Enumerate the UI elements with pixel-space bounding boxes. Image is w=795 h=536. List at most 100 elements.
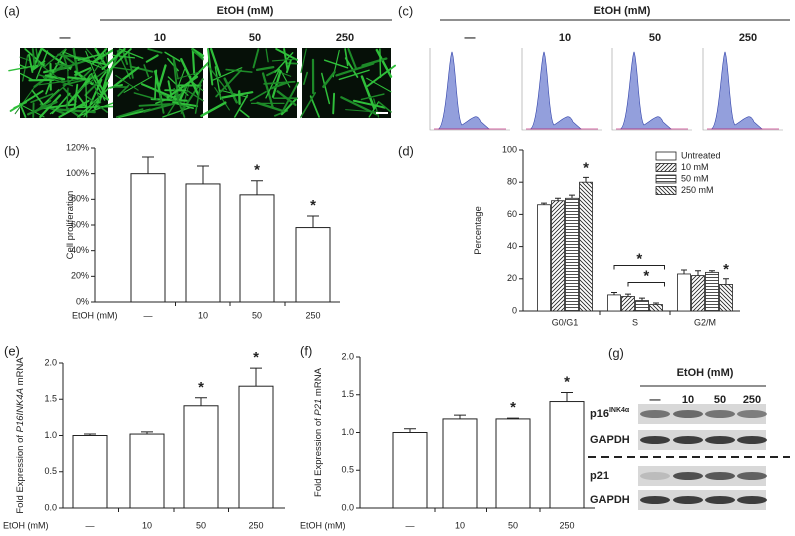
blot-band <box>640 410 670 418</box>
cell <box>344 57 359 78</box>
y-axis-label: Fold Expression of P21 mRNA <box>313 367 324 497</box>
bar <box>295 227 331 303</box>
y-tick-label: 1.5 <box>44 394 57 404</box>
error-bar <box>639 297 645 301</box>
error-bar <box>195 397 207 406</box>
cell <box>73 83 79 111</box>
cell <box>263 80 296 85</box>
cell <box>28 53 34 73</box>
y-tick-label: 0% <box>76 296 89 306</box>
y-axis-label-part: Fold Expression of <box>313 416 324 497</box>
error-bar <box>569 194 575 199</box>
cell <box>77 69 107 93</box>
cell <box>115 108 144 118</box>
histogram-frame <box>702 48 783 131</box>
error-bar <box>541 202 547 205</box>
cell <box>123 76 153 93</box>
cell <box>154 69 158 100</box>
panel-label: (d) <box>398 143 414 158</box>
legend-swatch <box>655 163 677 172</box>
cell <box>219 89 248 98</box>
bar <box>565 197 579 312</box>
y-axis-label-part: Percentage <box>473 206 484 255</box>
cell <box>66 87 69 112</box>
x-tick-label: — <box>144 310 153 320</box>
legend-swatch <box>655 151 677 161</box>
histogram-frame <box>521 48 602 131</box>
significance-mark: * <box>643 267 649 284</box>
cell <box>252 48 260 69</box>
y-tick-label: 0.5 <box>44 466 57 476</box>
column-label: 50 <box>649 32 661 44</box>
blot-band <box>705 410 735 418</box>
cell <box>375 48 393 78</box>
cell <box>366 77 392 93</box>
cell <box>360 93 385 101</box>
blot-row-name: GAPDH <box>590 434 630 446</box>
cell <box>77 105 118 109</box>
error-bar <box>709 270 715 273</box>
cell <box>303 71 309 86</box>
bar <box>392 432 428 509</box>
cell <box>274 69 292 77</box>
cell <box>63 55 78 67</box>
blot-row-name: GAPDH <box>590 494 630 506</box>
cell <box>81 68 93 80</box>
column-label: 10 <box>559 32 571 44</box>
cell <box>147 48 163 54</box>
cell <box>322 70 336 88</box>
blot-band <box>705 472 735 480</box>
y-tick-label: 80 <box>507 177 517 187</box>
cell <box>19 103 45 118</box>
cell <box>43 48 67 68</box>
cell <box>31 89 45 106</box>
cell <box>285 62 298 65</box>
cell <box>379 48 382 79</box>
x-tick-label: — <box>86 520 95 530</box>
column-label: 50 <box>249 32 261 44</box>
cell <box>31 48 36 66</box>
cell <box>166 75 199 99</box>
error-bar <box>250 367 262 387</box>
cell <box>92 81 102 104</box>
bar <box>239 194 275 303</box>
y-tick-label: 2.0 <box>44 357 57 367</box>
bar <box>130 173 166 303</box>
x-tick-label: 50 <box>196 520 206 530</box>
error-bar <box>583 176 589 183</box>
y-axis-label-part: mRNA <box>15 357 26 388</box>
error-bar <box>404 428 416 433</box>
bar <box>635 300 649 312</box>
y-tick-label: 20% <box>71 271 89 281</box>
panel-label: (b) <box>4 143 20 158</box>
significance-bracket <box>613 264 665 270</box>
bar <box>551 200 565 312</box>
cell <box>141 83 178 100</box>
histogram-fill <box>710 51 763 130</box>
legend-swatch <box>655 186 677 195</box>
x-tick-label: 250 <box>248 520 263 530</box>
error-bar <box>611 291 617 295</box>
blot-row-name: p16 <box>590 408 609 420</box>
blot-row-name: p21 <box>590 470 609 482</box>
cell <box>138 103 171 107</box>
significance-mark: * <box>510 399 516 416</box>
cell <box>338 69 370 81</box>
cell <box>219 91 254 99</box>
y-tick-label: 60 <box>507 209 517 219</box>
micrograph <box>200 47 299 118</box>
y-tick-label: 120% <box>66 142 89 152</box>
cell <box>162 106 191 118</box>
y-axis-label: Percentage <box>473 206 484 255</box>
panel-header: EtOH (mM) <box>217 5 274 17</box>
column-label: 10 <box>682 394 694 406</box>
cell <box>209 47 222 77</box>
y-tick-label: 0.0 <box>341 502 354 512</box>
cell <box>186 89 204 102</box>
cell <box>73 57 108 66</box>
y-axis-label-part: P16INK4A <box>15 388 26 432</box>
significance-mark: * <box>310 197 316 214</box>
y-tick-label: 0 <box>512 305 517 315</box>
cell <box>255 66 275 72</box>
